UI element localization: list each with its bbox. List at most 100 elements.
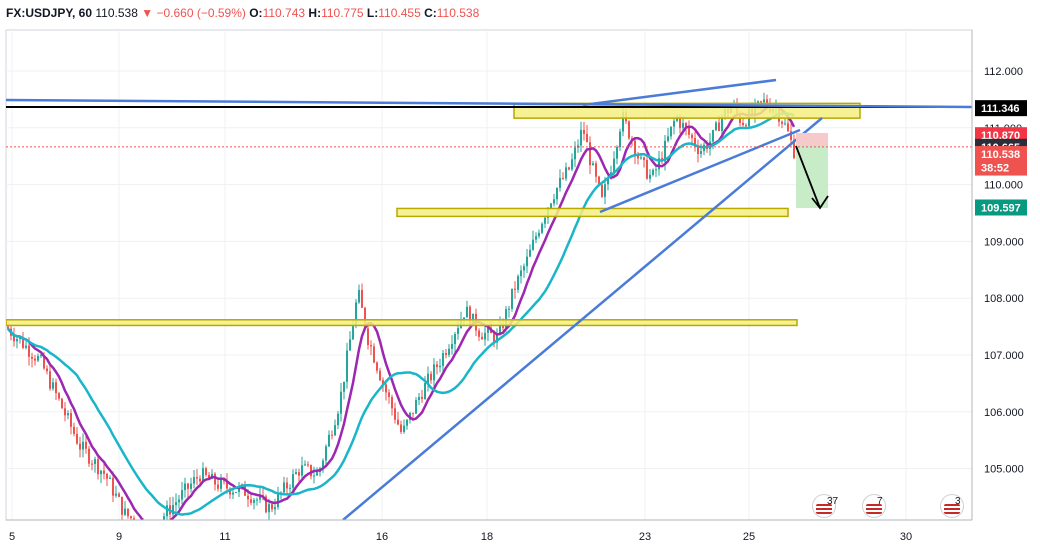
candle-body: [112, 477, 114, 496]
y-tick-label: 109.000: [984, 236, 1024, 248]
wedge-lower-trendline[interactable]: [599, 128, 801, 214]
candle-body: [559, 177, 561, 188]
candle-body: [70, 413, 72, 427]
low-label: L:: [366, 6, 379, 20]
candle-body: [235, 491, 237, 493]
candle-body: [334, 425, 336, 436]
y-tick-label: 112.000: [984, 66, 1023, 78]
candle-body: [79, 443, 81, 450]
candle-body: [613, 158, 615, 173]
stop-loss-zone[interactable]: [796, 133, 828, 146]
candle-body: [154, 525, 156, 527]
candle-body: [136, 524, 138, 528]
candle-body: [7, 326, 9, 329]
candle-body: [133, 518, 135, 520]
candle-body: [496, 333, 498, 343]
candle-body: [259, 495, 261, 500]
candle-body: [55, 382, 57, 394]
take-profit-zone[interactable]: [796, 146, 828, 208]
candle-body: [388, 392, 390, 398]
event-marker[interactable]: 37: [812, 494, 838, 518]
candle-body: [433, 364, 435, 381]
candle-body: [142, 522, 144, 532]
candle-body: [514, 288, 516, 290]
candle-body: [655, 169, 657, 171]
event-marker[interactable]: 7: [862, 494, 886, 518]
close-label: C:: [424, 6, 437, 20]
candle-body: [760, 101, 762, 103]
x-tick-label: 30: [900, 531, 912, 543]
candle-body: [355, 302, 357, 326]
candle-body: [202, 468, 204, 482]
candle-body: [781, 121, 783, 124]
candle-body: [343, 381, 345, 392]
candle-body: [583, 129, 585, 134]
candle-body: [565, 167, 567, 179]
price-badge-label: 111.346: [981, 103, 1020, 115]
last-price: 110.538: [95, 6, 138, 20]
candle-body: [325, 446, 327, 461]
candle-body: [91, 463, 93, 465]
candle-body: [232, 492, 234, 495]
forecast-arrow[interactable]: [795, 145, 821, 209]
candle-body: [412, 412, 414, 414]
y-tick-label: 110.000: [984, 180, 1023, 192]
candle-body: [151, 525, 153, 526]
y-tick-label: 107.000: [984, 350, 1024, 362]
price-badge: [975, 146, 1027, 163]
candle-body: [214, 473, 216, 485]
candle-body: [556, 187, 558, 200]
candle-body: [253, 499, 255, 503]
candle-body: [421, 397, 423, 400]
candle-body: [457, 328, 459, 335]
candle-body: [397, 419, 399, 425]
candle-body: [790, 131, 792, 140]
candle-body: [568, 167, 570, 170]
candle-body: [682, 123, 684, 128]
rising-support-trendline[interactable]: [342, 117, 823, 520]
candle-body: [718, 122, 720, 131]
candle-body: [76, 433, 78, 444]
candle-body: [604, 184, 606, 197]
candle-body: [109, 477, 111, 479]
candle-body: [592, 163, 594, 166]
candle-body: [742, 122, 744, 126]
candle-body: [31, 356, 33, 359]
candle-body: [322, 460, 324, 469]
candle-body: [88, 448, 90, 464]
x-tick-label: 9: [116, 531, 122, 543]
candle-body: [562, 177, 564, 179]
candle-body: [115, 493, 117, 496]
candle-body: [106, 473, 108, 479]
mid-support-zone[interactable]: [396, 207, 789, 218]
candle-body: [130, 516, 132, 519]
candle-body: [349, 339, 351, 351]
candle-body: [376, 362, 378, 371]
candle-body: [637, 155, 639, 159]
candle-body: [271, 504, 273, 510]
us-flag-icon: [816, 504, 832, 514]
candle-body: [622, 112, 624, 132]
candle-body: [283, 482, 285, 493]
candle-body: [526, 256, 528, 267]
candle-body: [715, 122, 717, 131]
candle-body: [187, 483, 189, 489]
event-marker[interactable]: 3: [940, 494, 964, 518]
candle-body: [181, 490, 183, 500]
candle-body: [385, 384, 387, 393]
candle-body: [160, 522, 162, 529]
x-tick-label: 11: [219, 531, 230, 543]
wedge-upper-trendline[interactable]: [582, 78, 777, 107]
candle-body: [382, 380, 384, 385]
candle-body: [199, 478, 201, 482]
descending-trendline[interactable]: [6, 98, 972, 109]
candle-body: [793, 139, 795, 159]
candle-body: [28, 345, 30, 357]
high-label: H:: [308, 6, 322, 20]
x-tick-label: 18: [481, 531, 493, 543]
candle-body: [499, 324, 501, 334]
candle-body: [649, 174, 651, 179]
candle-body: [394, 408, 396, 420]
lower-support-zone[interactable]: [6, 319, 798, 327]
